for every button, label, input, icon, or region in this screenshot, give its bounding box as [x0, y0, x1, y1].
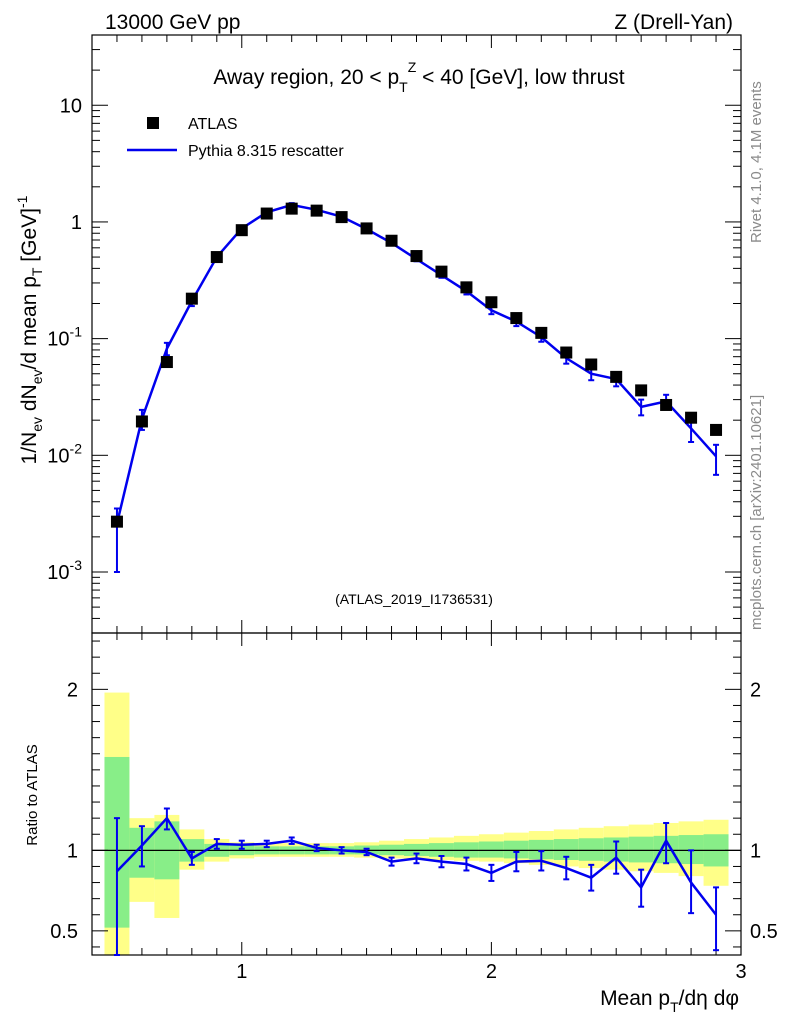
- x-tick-label: 3: [735, 961, 746, 983]
- ratio-band-inner: [503, 840, 529, 859]
- data-point: [410, 250, 423, 263]
- data-point: [435, 265, 448, 278]
- x-axis-label: Mean pT/dη dφ: [600, 987, 739, 1015]
- data-point: [685, 411, 698, 424]
- mcplots-label: mcplots.cern.ch [arXiv:2401.10621]: [748, 395, 765, 630]
- x-tick-label: 2: [486, 961, 497, 983]
- ratio-y-tick-label-right: 2: [750, 679, 761, 701]
- rivet-version-label: Rivet 4.1.0, 4.1M events: [748, 81, 765, 243]
- main-panel: 10-3 10-2 10-1 1 10: [47, 34, 742, 634]
- ratio-ylabel: Ratio to ATLAS: [24, 744, 41, 845]
- data-point: [235, 224, 248, 237]
- ratio-ylabel-text: Ratio to ATLAS: [24, 744, 41, 845]
- data-point: [335, 211, 348, 224]
- ratio-band-inner: [578, 838, 604, 861]
- data-point: [485, 296, 498, 309]
- data-point: [660, 398, 673, 411]
- data-point: [635, 384, 648, 397]
- data-point: [285, 202, 298, 215]
- data-point: [310, 204, 323, 217]
- y-tick-label: 10: [60, 95, 82, 117]
- data-point: [110, 515, 123, 528]
- x-tick-label: 1: [236, 961, 247, 983]
- main-ylabel: 1/Nev dNev/d mean pT [GeV]-1: [14, 195, 45, 464]
- data-point: [185, 292, 198, 305]
- ratio-y-tick-label-right: 0.5: [750, 921, 778, 943]
- header-left: 13000 GeV pp: [105, 11, 240, 34]
- data-point: [160, 356, 173, 369]
- data-point: [385, 234, 398, 247]
- chart-title: Away region, 20 < pTZ < 40 [GeV], low th…: [213, 59, 624, 95]
- ratio-y-tick-label-left: 2: [67, 679, 78, 701]
- ratio-band-inner: [528, 839, 554, 860]
- ratio-panel: 1 2 30.5 0.51 12 2: [50, 632, 778, 983]
- legend-data-label: ATLAS: [188, 116, 238, 133]
- data-point: [510, 312, 523, 325]
- ratio-y-tick-label-left: 0.5: [50, 921, 78, 943]
- y-tick-label: 10-3: [47, 557, 82, 584]
- ratio-band-inner: [553, 839, 579, 861]
- data-point: [710, 423, 723, 436]
- y-tick-label: 10-2: [47, 440, 82, 467]
- legend-mc-label: Pythia 8.315 rescatter: [188, 143, 344, 160]
- header-right: Z (Drell-Yan): [614, 11, 733, 34]
- legend-data-marker: [147, 117, 159, 129]
- main-ylabel-text: 1/Nev dNev/d mean pT [GeV]-1: [14, 195, 45, 464]
- ratio-band-inner: [478, 841, 504, 858]
- y-tick-label: 10-1: [47, 324, 82, 351]
- data-point: [210, 251, 223, 264]
- data-point: [535, 326, 548, 339]
- data-point: [360, 222, 373, 235]
- ratio-band-inner: [628, 836, 654, 863]
- data-point: [460, 281, 473, 294]
- data-point: [135, 415, 148, 428]
- ratio-y-tick-label-left: 1: [67, 840, 78, 862]
- analysis-id: (ATLAS_2019_I1736531): [335, 591, 493, 607]
- data-point: [610, 370, 623, 383]
- data-point: [260, 207, 273, 220]
- y-tick-label: 1: [71, 212, 82, 234]
- data-point: [560, 346, 573, 359]
- data-point: [585, 358, 598, 371]
- ratio-y-tick-label-right: 1: [750, 840, 761, 862]
